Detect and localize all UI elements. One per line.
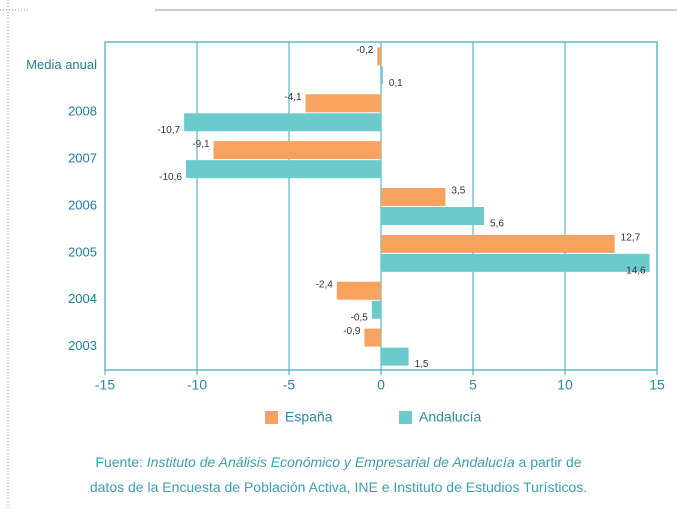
value-label: 1,5 <box>415 359 429 370</box>
x-tick-label: -10 <box>187 377 207 393</box>
y-tick-label: 2004 <box>68 291 97 306</box>
bar <box>371 300 381 319</box>
bar <box>185 160 381 179</box>
bar <box>364 328 381 347</box>
value-label: 0,1 <box>389 78 403 89</box>
value-label: 14,6 <box>626 265 646 276</box>
value-label: -9,1 <box>192 139 210 150</box>
value-label: 12,7 <box>621 232 641 243</box>
bar <box>381 347 409 366</box>
x-tick-label: -15 <box>95 377 115 393</box>
source: Fuente: Instituto de Análisis Económico … <box>0 450 677 500</box>
source-line: datos de la Encuesta de Población Activa… <box>89 479 588 495</box>
x-tick-label: -5 <box>283 377 296 393</box>
legend-swatch <box>265 411 278 424</box>
y-tick-label: 2005 <box>68 244 97 259</box>
x-tick-label: 10 <box>557 377 573 393</box>
legend-swatch <box>399 411 412 424</box>
x-tick-label: 5 <box>469 377 477 393</box>
y-tick-label: 2006 <box>68 197 97 212</box>
value-label: -10,6 <box>159 172 182 183</box>
value-label: -4,1 <box>284 92 302 103</box>
y-tick-label: 2007 <box>68 151 97 166</box>
value-label: 3,5 <box>451 186 465 197</box>
value-label: -0,5 <box>351 312 369 323</box>
bar <box>213 141 381 160</box>
bar <box>381 234 615 253</box>
bar <box>381 253 650 272</box>
bar <box>381 188 446 206</box>
source-label: Fuente: <box>95 454 143 470</box>
legend-label: España <box>285 409 333 425</box>
bar <box>381 66 383 85</box>
y-tick-label: 2003 <box>68 338 97 353</box>
bar <box>305 94 381 113</box>
x-tick-label: 0 <box>377 377 385 393</box>
source-text: a partir de <box>518 454 582 470</box>
source-line: Fuente: Instituto de Análisis Económico … <box>0 450 677 475</box>
value-label: 5,6 <box>490 219 504 230</box>
plot-border <box>104 41 658 371</box>
y-tick-label: 2008 <box>68 104 97 119</box>
value-label: -0,2 <box>356 45 374 56</box>
y-tick-label: Media anual <box>26 57 97 72</box>
bar <box>184 113 381 132</box>
bar <box>336 281 381 300</box>
bar <box>377 47 381 66</box>
value-label: -10,7 <box>157 125 180 136</box>
legend-label: Andalucía <box>419 409 481 425</box>
x-tick-label: 15 <box>649 377 665 393</box>
bar <box>381 207 485 225</box>
source-title: Instituto de Análisis Económico y Empres… <box>146 454 515 470</box>
value-label: -2,4 <box>316 279 334 290</box>
value-label: -0,9 <box>343 326 361 337</box>
